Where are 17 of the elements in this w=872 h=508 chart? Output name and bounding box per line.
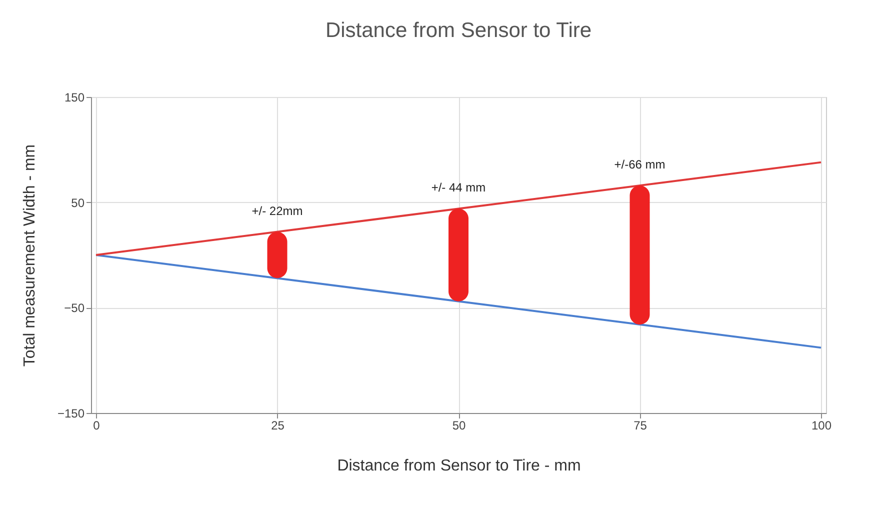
y-tick-label: 150 bbox=[64, 90, 85, 104]
chart-title: Distance from Sensor to Tire bbox=[325, 19, 592, 42]
annotation: +/-66 mm bbox=[614, 157, 666, 172]
y-tick-label: 50 bbox=[71, 196, 85, 210]
y-tick-label: −50 bbox=[64, 301, 85, 316]
x-tick-label: 25 bbox=[271, 418, 285, 432]
x-tick-label: 75 bbox=[634, 418, 648, 432]
annotation: +/- 22mm bbox=[252, 204, 303, 218]
x-tick-label: 100 bbox=[811, 418, 832, 432]
x-tick-label: 50 bbox=[452, 418, 466, 432]
bar bbox=[448, 208, 468, 302]
y-tick-label: −150 bbox=[57, 406, 85, 420]
x-tick-label: 0 bbox=[93, 418, 100, 432]
annotation: +/- 44 mm bbox=[431, 180, 486, 195]
x-axis-title: Distance from Sensor to Tire - mm bbox=[337, 458, 581, 474]
y-axis-title: Total measurement Width - mm bbox=[21, 144, 38, 367]
bar bbox=[630, 185, 650, 325]
